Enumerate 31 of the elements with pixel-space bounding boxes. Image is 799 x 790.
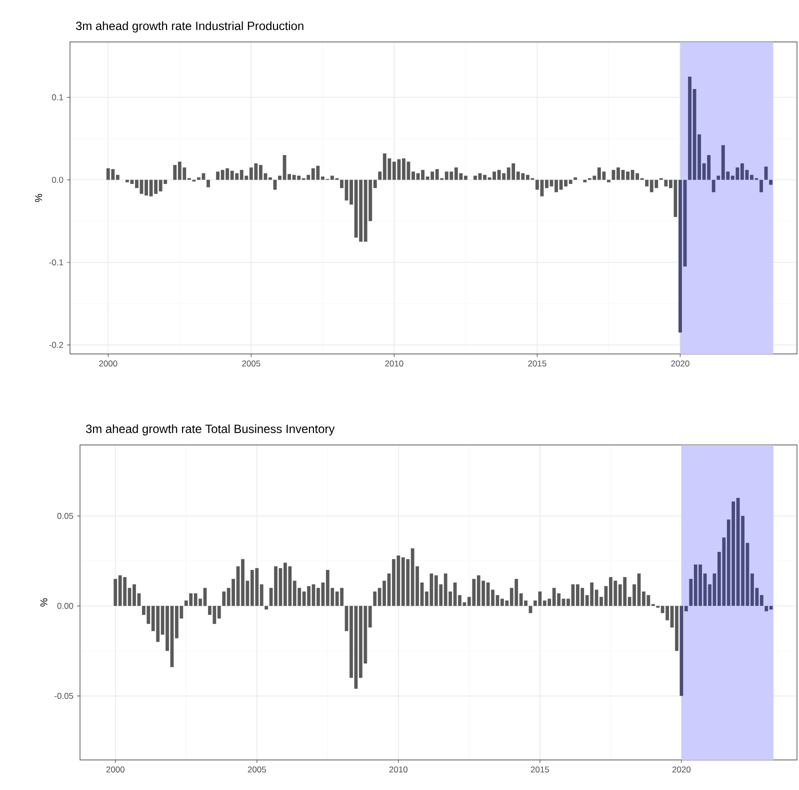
bar <box>712 180 716 192</box>
x-tick-label: 2020 <box>672 766 691 772</box>
bar <box>373 592 377 606</box>
x-tick-label: 2000 <box>99 360 118 366</box>
y-tick-label: -0.2 <box>49 342 64 348</box>
bar <box>764 166 768 180</box>
y-tick-label: -0.05 <box>54 692 74 699</box>
y-axis-title: % <box>35 194 42 202</box>
x-tick-label: 2020 <box>671 360 690 366</box>
y-tick-label: 0.0 <box>52 176 64 183</box>
y-tick-label: 0.1 <box>52 94 64 100</box>
x-tick-label: 2005 <box>248 766 266 772</box>
y-tick-label: -0.1 <box>49 259 64 266</box>
bar <box>574 177 578 180</box>
x-tick-label: 2010 <box>389 766 408 772</box>
bar <box>583 180 587 182</box>
y-axis-title: % <box>40 598 48 607</box>
bar <box>760 180 763 192</box>
bar <box>769 180 773 185</box>
bar <box>606 180 610 182</box>
chart-title: 3m ahead growth rate Industrial Production <box>76 21 304 32</box>
bar <box>264 606 268 610</box>
x-tick-label: 2005 <box>242 360 260 366</box>
x-tick-label: 2015 <box>530 766 549 772</box>
x-tick-label: 2000 <box>106 766 124 772</box>
y-tick-label: 0.00 <box>57 602 74 609</box>
y-tick-label: 0.05 <box>57 512 74 519</box>
bar <box>206 180 210 188</box>
x-tick-label: 2015 <box>528 360 546 366</box>
chart-title: 3m ahead growth rate Total Business Inventory <box>86 424 335 436</box>
x-tick-label: 2010 <box>385 360 404 366</box>
